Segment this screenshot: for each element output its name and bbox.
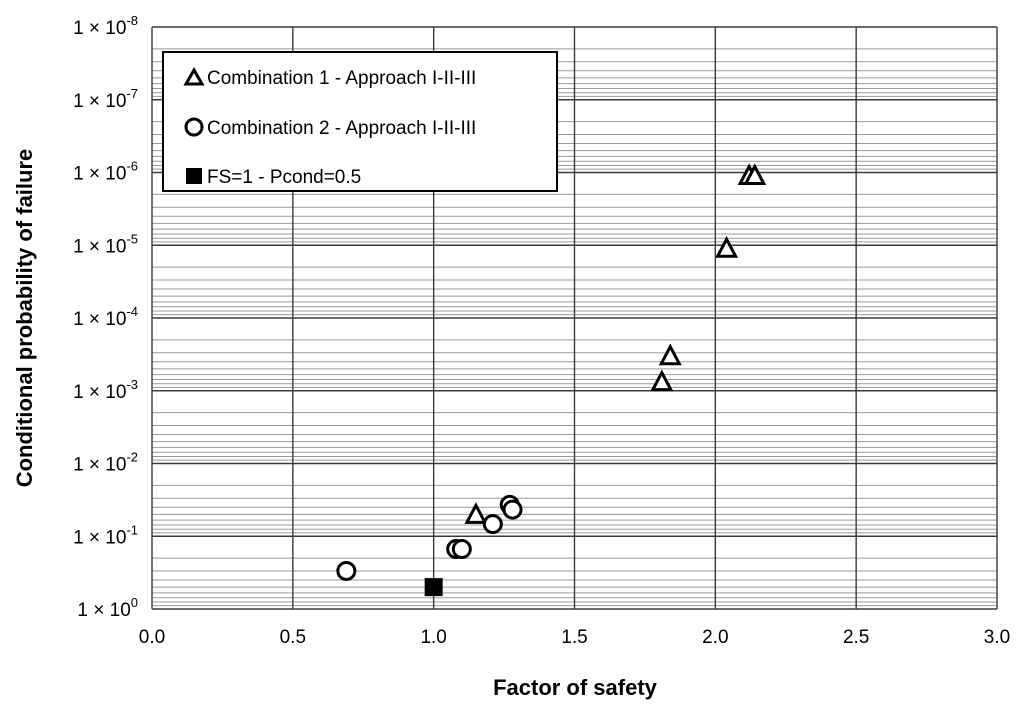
x-axis-title: Factor of safety	[493, 675, 658, 700]
y-tick-label: 1 × 10-2	[73, 450, 138, 476]
x-tick-label: 2.0	[702, 627, 728, 648]
data-point-square	[424, 578, 443, 597]
legend: Combination 1 - Approach I-II-III Combin…	[162, 51, 558, 192]
x-tick-label: 3.0	[984, 627, 1010, 648]
y-tick-label: 1 × 10-6	[73, 159, 138, 185]
y-tick-label: 1 × 100	[77, 595, 138, 621]
y-tick-label: 1 × 10-8	[73, 13, 138, 39]
y-tick-label: 1 × 10-7	[73, 86, 138, 112]
legend-label-combination-2: Combination 2 - Approach I-II-III	[207, 118, 476, 139]
legend-triangle-icon	[183, 66, 205, 86]
data-point-triangle	[650, 369, 674, 392]
data-point-triangle	[715, 236, 739, 258]
data-point-triangle	[464, 502, 488, 524]
legend-label-combination-1: Combination 1 - Approach I-II-III	[207, 68, 476, 89]
x-tick-label: 2.5	[843, 627, 869, 648]
y-axis-title: Conditional probability of failure	[12, 149, 37, 488]
x-tick-label: 0.0	[139, 627, 165, 648]
data-point-circle	[336, 560, 357, 581]
y-axis-tick-labels: 1 × 10-8 1 × 10-7 1 × 10-6 1 × 10-5 1 × 10-4…	[73, 13, 138, 621]
x-tick-label: 0.5	[280, 627, 306, 648]
legend-label-fs1: FS=1 - Pcond=0.5	[207, 167, 361, 188]
y-tick-label: 1 × 10-3	[73, 377, 138, 403]
y-tick-label: 1 × 10-4	[73, 304, 138, 330]
y-tick-label: 1 × 10-1	[73, 522, 138, 548]
x-tick-label: 1.5	[561, 627, 587, 648]
legend-box	[162, 51, 558, 192]
legend-square-icon	[186, 168, 202, 184]
legend-circle-icon	[184, 117, 204, 137]
data-point-circle	[502, 499, 523, 520]
x-axis-tick-labels: 0.0 0.5 1.0 1.5 2.0 2.5 3.0	[139, 627, 1010, 648]
data-point-triangle	[743, 163, 767, 186]
data-point-circle	[482, 514, 503, 535]
data-points	[336, 163, 767, 597]
x-tick-label: 1.0	[420, 627, 446, 648]
data-point-triangle	[658, 343, 682, 366]
data-point-circle	[451, 539, 472, 560]
y-tick-label: 1 × 10-5	[73, 231, 138, 257]
